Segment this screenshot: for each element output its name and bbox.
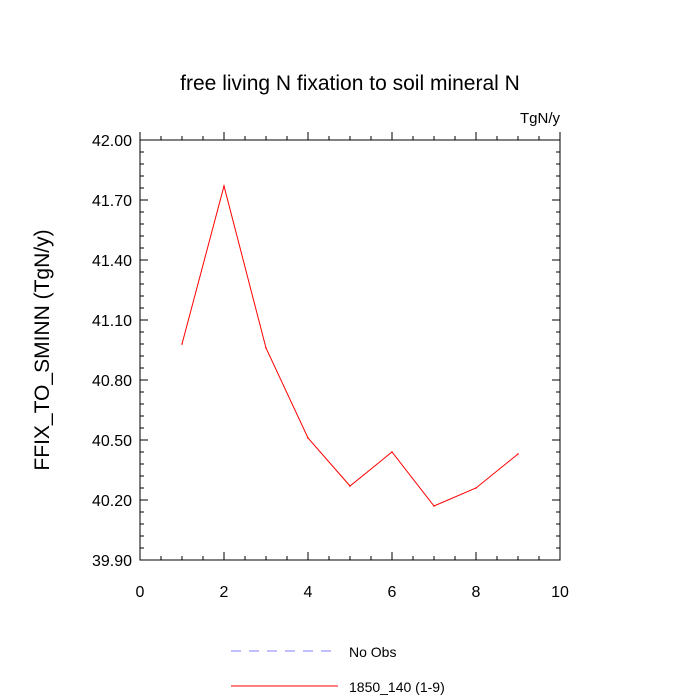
y-tick-label: 42.00 bbox=[92, 133, 132, 150]
minor-ticks bbox=[139, 136, 561, 561]
chart-title: free living N fixation to soil mineral N bbox=[180, 72, 520, 95]
data-point bbox=[349, 485, 351, 487]
data-point bbox=[181, 343, 183, 345]
y-tick-label: 41.70 bbox=[92, 193, 132, 210]
y-tick-label: 40.50 bbox=[92, 433, 132, 450]
units-label: TgN/y bbox=[520, 110, 561, 127]
x-tick-label: 4 bbox=[304, 584, 313, 601]
x-tick-label: 8 bbox=[472, 584, 481, 601]
y-tick-label: 40.20 bbox=[92, 493, 132, 510]
data-point bbox=[433, 505, 435, 507]
series-group bbox=[181, 184, 519, 507]
data-point bbox=[475, 487, 477, 489]
legend-label-1850-140: 1850_140 (1-9) bbox=[349, 679, 445, 695]
plot-frame bbox=[139, 139, 561, 561]
data-point bbox=[391, 451, 393, 453]
data-point bbox=[307, 437, 309, 439]
x-tick-label: 10 bbox=[551, 584, 569, 601]
y-axis: 39.90 40.20 40.50 40.80 41.10 41.40 41.70 42.00 bbox=[92, 133, 560, 570]
y-axis-label: FFIX_TO_SMINN (TgN/y) bbox=[31, 229, 54, 470]
y-tick-label: 41.10 bbox=[92, 313, 132, 330]
x-tick-label: 2 bbox=[220, 584, 229, 601]
data-point bbox=[265, 347, 267, 349]
y-tick-label: 41.40 bbox=[92, 253, 132, 270]
y-tick-label: 40.80 bbox=[92, 373, 132, 390]
x-tick-label: 0 bbox=[136, 584, 145, 601]
legend: No Obs 1850_140 (1-9) bbox=[231, 644, 445, 695]
x-tick-label: 6 bbox=[388, 584, 397, 601]
y-tick-label: 39.90 bbox=[92, 553, 132, 570]
series-line bbox=[181, 184, 519, 507]
data-point bbox=[517, 453, 519, 455]
data-point bbox=[223, 185, 225, 187]
legend-label-no-obs: No Obs bbox=[349, 644, 396, 660]
x-axis: 0 2 4 6 8 10 bbox=[136, 132, 569, 601]
